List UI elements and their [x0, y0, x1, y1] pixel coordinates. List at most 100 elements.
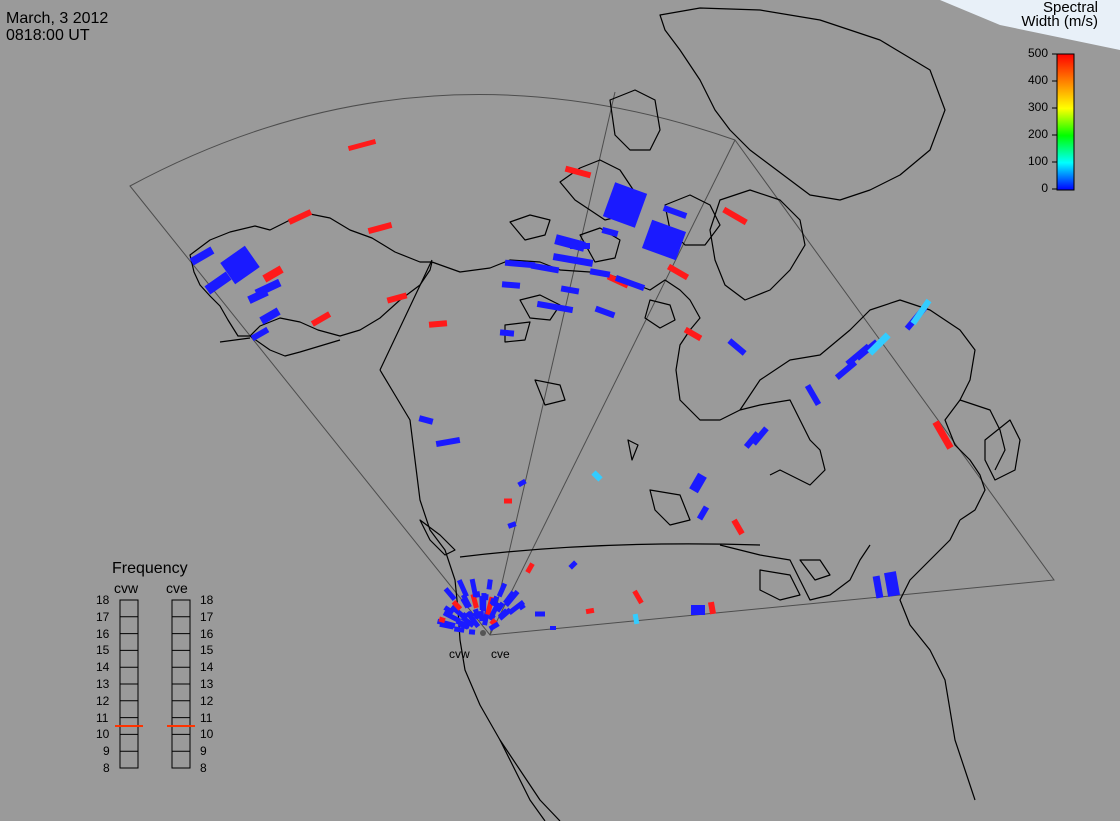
beam-cell	[517, 602, 526, 611]
beam-cell	[507, 600, 526, 615]
beam-cell	[550, 626, 556, 630]
beam-cell	[428, 320, 448, 328]
beam-cell	[910, 298, 932, 326]
radar-label-cvw: cvw	[449, 647, 470, 661]
beam-cell	[474, 591, 481, 598]
beam-cell	[386, 292, 408, 304]
frequency-scale-label: 9	[103, 744, 110, 759]
beam-cell	[490, 595, 500, 607]
beam-cell	[743, 431, 761, 449]
frequency-scale-label: 18	[96, 593, 110, 607]
date-label: March, 3 2012	[6, 10, 109, 27]
beam-cell	[568, 560, 578, 570]
beam-cell	[804, 383, 822, 407]
frequency-radar-cvw: cvw	[114, 580, 139, 596]
beam-cell	[560, 285, 580, 295]
beam-cell	[435, 436, 461, 448]
colorbar-tick: 200	[1027, 127, 1048, 141]
frequency-scale-label: 13	[200, 677, 214, 691]
beam-cell	[601, 227, 619, 237]
frequency-scale-label: 12	[200, 693, 214, 708]
beam-cell	[259, 307, 281, 325]
radar-site	[480, 630, 486, 636]
beam-cell	[535, 611, 545, 617]
colorbar-tick: 400	[1027, 73, 1048, 87]
beam-cell	[602, 182, 648, 228]
beam-cell	[451, 600, 463, 611]
beam-cell	[525, 562, 535, 574]
radar-label-cve: cve	[491, 647, 510, 661]
beam-cell	[467, 610, 475, 619]
beam-cell	[696, 505, 710, 521]
frequency-scale-label: 17	[200, 609, 214, 624]
frequency-title: Frequency	[112, 560, 188, 577]
beam-cell	[589, 268, 611, 278]
beam-cell	[666, 263, 690, 281]
beam-cell	[530, 262, 560, 274]
frequency-scale-label: 9	[200, 744, 207, 759]
frequency-scale-label: 14	[96, 660, 110, 675]
beam-cell	[517, 478, 527, 488]
colorbar-title: Spectral	[1042, 0, 1098, 16]
beam-cell	[478, 610, 485, 622]
frequency-scale-label: 18	[200, 593, 214, 607]
beam-cell	[641, 219, 687, 261]
beam-cell	[632, 613, 640, 625]
colorbar-ticks	[1052, 53, 1057, 190]
time-label: 0818:00 UT	[6, 27, 90, 44]
frequency-radar-cve: cve	[166, 580, 188, 596]
beam-cell	[591, 470, 603, 482]
beam-cell	[367, 221, 393, 235]
colorbar-unit: Width (m/s)	[1021, 13, 1098, 30]
colorbar-tick: 300	[1027, 100, 1048, 114]
beam-cell	[504, 498, 512, 504]
beam-cell	[347, 138, 377, 152]
beam-cell	[247, 288, 269, 304]
beam-cell	[453, 626, 465, 633]
beam-cell	[708, 601, 716, 615]
beam-cell	[867, 332, 891, 356]
beam-cell	[489, 618, 498, 626]
beam-cell	[834, 359, 858, 381]
map-edge	[940, 0, 1120, 50]
beam-cell	[204, 271, 232, 295]
beam-cell	[689, 472, 707, 494]
beam-cell	[499, 329, 515, 337]
radar-data	[189, 138, 954, 635]
beam-cell	[932, 420, 954, 450]
beam-cell	[456, 579, 469, 598]
frequency-scale-label: 16	[96, 626, 110, 641]
beam-cell	[262, 265, 284, 283]
frequency-scale-label: 13	[96, 677, 110, 691]
frequency-scale-label: 8	[200, 761, 207, 775]
beam-cell	[189, 246, 215, 266]
beam-cell	[585, 607, 595, 615]
beam-cell	[662, 205, 688, 219]
beam-cell	[220, 245, 260, 285]
frequency-scale-label: 14	[200, 660, 214, 675]
beam-cell	[443, 587, 457, 602]
beam-cell	[884, 571, 900, 597]
beam-cell	[472, 608, 481, 620]
colorbar-tick: 0	[1041, 181, 1048, 195]
beam-cell	[504, 259, 536, 269]
beam-cell	[418, 415, 434, 425]
frequency-scale-label: 12	[96, 693, 110, 708]
colorbar-tick: 500	[1027, 46, 1048, 60]
beam-cell	[507, 521, 517, 529]
beam-cell	[855, 339, 879, 361]
beam-cell	[691, 605, 705, 615]
beam-cell	[727, 338, 747, 356]
beam-cell	[683, 326, 703, 342]
beam-cell	[438, 616, 446, 624]
beam-cell	[488, 621, 500, 632]
beam-cell	[468, 629, 476, 635]
beam-cell	[570, 243, 590, 249]
coastlines	[189, 7, 1021, 821]
beam-cell	[460, 611, 469, 620]
fov-outline	[129, 91, 1055, 636]
frequency-scale-label: 8	[103, 761, 110, 775]
beam-cell	[552, 253, 594, 267]
frequency-scale-label: 11	[96, 710, 109, 725]
